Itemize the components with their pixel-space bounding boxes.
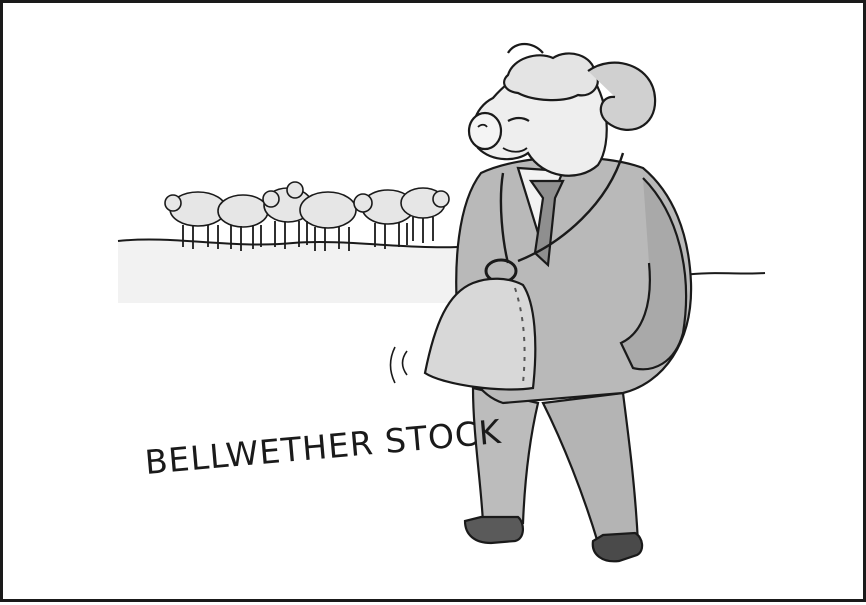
sheep-flock-illustration	[164, 181, 450, 251]
hill-ground	[117, 238, 766, 303]
cowbell-illustration	[389, 258, 537, 391]
cartoon-illustration	[117, 42, 766, 563]
